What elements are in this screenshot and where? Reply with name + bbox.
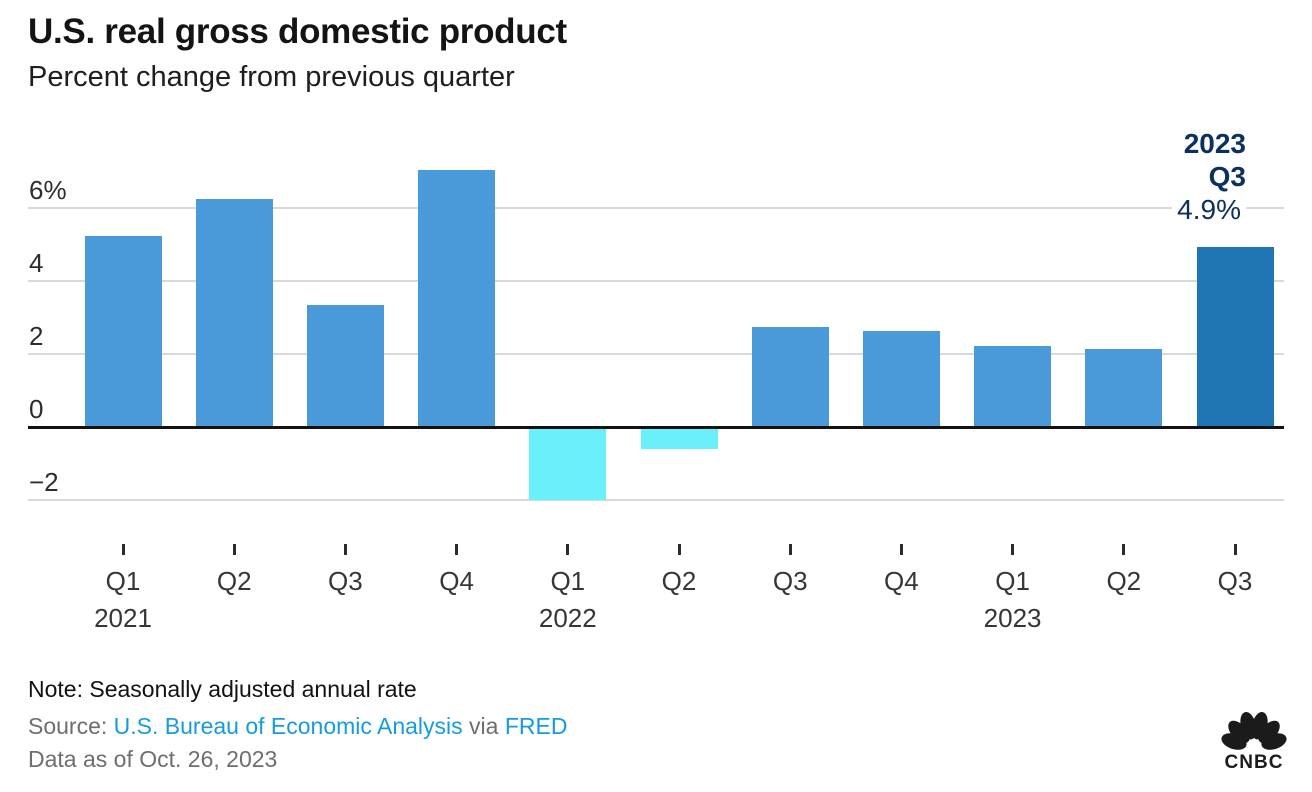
bar-2023-q3 <box>1196 247 1274 426</box>
y-axis-label-0: 0 <box>29 394 44 424</box>
source-line: Source: U.S. Bureau of Economic Analysis… <box>28 713 567 740</box>
y-axis-label--2: −2 <box>29 467 59 497</box>
x-axis-label-2022-q4: Q4 <box>884 566 919 596</box>
bar-2022-q2 <box>640 429 718 449</box>
source-link-bea[interactable]: U.S. Bureau of Economic Analysis <box>113 713 463 739</box>
x-axis-label-2022-q1: Q1 <box>550 566 586 596</box>
x-tick-2021-q3 <box>343 544 347 555</box>
annotation-year: 2023 <box>1183 128 1246 159</box>
x-tick-2023-q2 <box>1122 544 1126 555</box>
x-axis-label-2022-q3: Q3 <box>772 566 808 596</box>
year-label-2022: 2022 <box>538 603 597 633</box>
x-tick-2023-q1 <box>1011 544 1015 555</box>
source-via: via <box>462 713 505 739</box>
bar-2022-q1 <box>529 429 607 500</box>
x-axis-label-2021-q1: Q1 <box>105 566 141 596</box>
y-axis-label-6: 6% <box>29 175 67 205</box>
bar-2023-q2 <box>1085 349 1163 426</box>
x-axis-label-2023-q2: Q2 <box>1106 566 1142 596</box>
source-link-fred[interactable]: FRED <box>504 713 568 739</box>
x-axis-label-2022-q2: Q2 <box>661 566 697 596</box>
x-tick-2022-q4 <box>899 544 903 555</box>
page-subtitle: Percent change from previous quarter <box>28 61 515 93</box>
year-label-2021: 2021 <box>94 603 152 633</box>
cnbc-wordmark: CNBC <box>1225 752 1284 772</box>
bar-2023-q1 <box>974 346 1052 426</box>
x-tick-2023-q3 <box>1233 544 1237 555</box>
bar-2021-q4 <box>418 170 496 426</box>
page-title: U.S. real gross domestic product <box>28 12 567 51</box>
cnbc-logo: CNBC <box>1221 711 1287 772</box>
gridline--2 <box>28 499 1284 501</box>
x-tick-2021-q4 <box>455 544 459 555</box>
gridline-2 <box>28 353 1284 355</box>
gridline-4 <box>28 280 1284 282</box>
annotation-value: 4.9% <box>1172 193 1246 226</box>
x-axis-label-2023-q3: Q3 <box>1217 566 1253 596</box>
year-label-2023: 2023 <box>983 603 1042 633</box>
x-axis-label-2021-q2: Q2 <box>216 566 252 596</box>
x-axis-label-2023-q1: Q1 <box>995 566 1030 596</box>
y-axis-label-2: 2 <box>29 321 44 351</box>
source-prefix: Source: <box>28 713 114 739</box>
x-axis-zero-line <box>28 426 1284 429</box>
x-tick-2022-q2 <box>677 544 681 555</box>
peacock-icon: CNBC <box>1221 711 1287 772</box>
x-tick-2021-q1 <box>121 544 125 555</box>
annotation-quarter: Q3 <box>1208 161 1246 192</box>
x-tick-2022-q1 <box>566 544 570 555</box>
highlight-annotation: 2023 Q3 4.9% <box>1046 127 1246 226</box>
x-axis-label-2021-q4: Q4 <box>439 566 474 596</box>
y-axis-label-4: 4 <box>29 248 44 278</box>
bar-2021-q2 <box>195 199 273 426</box>
bar-2022-q4 <box>862 331 940 426</box>
x-tick-2021-q2 <box>232 544 236 555</box>
bar-2021-q1 <box>84 236 162 426</box>
gridline-6 <box>28 207 1284 209</box>
data-as-of: Data as of Oct. 26, 2023 <box>28 746 278 772</box>
x-axis-label-2021-q3: Q3 <box>328 566 363 596</box>
bar-2021-q3 <box>306 305 384 426</box>
x-tick-2022-q3 <box>788 544 792 555</box>
chart-note: Note: Seasonally adjusted annual rate <box>28 676 417 702</box>
bar-2022-q3 <box>751 327 829 426</box>
